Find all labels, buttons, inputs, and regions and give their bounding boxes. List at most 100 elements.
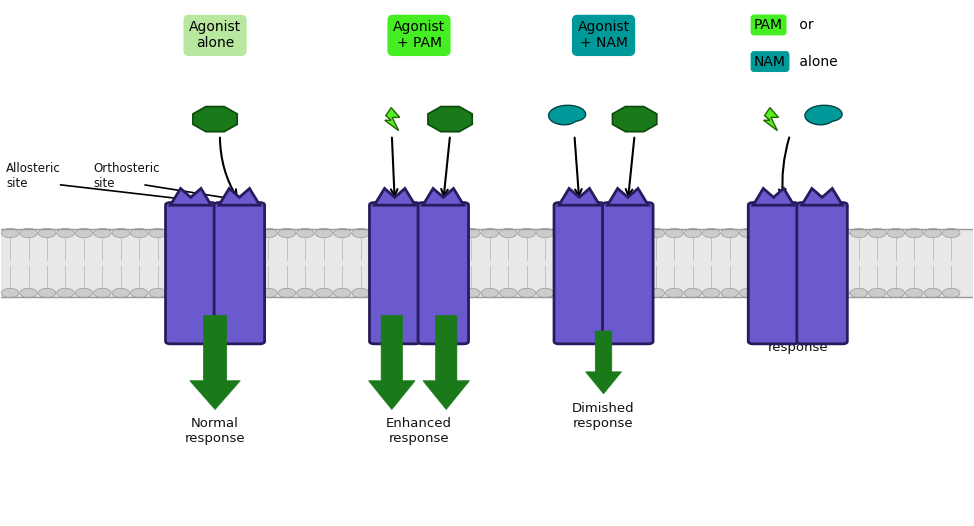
Circle shape	[444, 228, 462, 238]
Circle shape	[333, 288, 351, 298]
Circle shape	[758, 228, 775, 238]
Circle shape	[56, 228, 74, 238]
Polygon shape	[608, 188, 649, 205]
Circle shape	[242, 288, 259, 298]
Circle shape	[242, 228, 259, 238]
Circle shape	[906, 288, 923, 298]
Polygon shape	[385, 108, 399, 130]
Circle shape	[112, 228, 130, 238]
Text: or: or	[795, 18, 813, 32]
Circle shape	[850, 288, 868, 298]
Circle shape	[887, 228, 905, 238]
Circle shape	[1, 288, 19, 298]
Circle shape	[481, 288, 499, 298]
Text: Orthosteric
site: Orthosteric site	[94, 162, 160, 190]
Polygon shape	[559, 188, 600, 205]
Circle shape	[887, 288, 905, 298]
FancyBboxPatch shape	[797, 203, 847, 344]
Circle shape	[850, 228, 868, 238]
Circle shape	[38, 228, 56, 238]
Polygon shape	[802, 188, 843, 205]
Text: NAM: NAM	[754, 55, 786, 68]
Circle shape	[186, 228, 204, 238]
Circle shape	[684, 228, 701, 238]
Circle shape	[648, 228, 664, 238]
Circle shape	[500, 288, 517, 298]
Polygon shape	[548, 105, 585, 125]
Circle shape	[38, 288, 56, 298]
Circle shape	[444, 288, 462, 298]
Text: Agonist
+ NAM: Agonist + NAM	[578, 21, 629, 50]
Polygon shape	[170, 188, 211, 205]
Circle shape	[370, 288, 388, 298]
Polygon shape	[764, 108, 778, 130]
Circle shape	[1, 228, 19, 238]
Circle shape	[19, 228, 37, 238]
Circle shape	[316, 228, 332, 238]
Circle shape	[943, 288, 960, 298]
Circle shape	[924, 228, 942, 238]
Text: Agonist
alone: Agonist alone	[189, 21, 242, 50]
Circle shape	[924, 288, 942, 298]
Circle shape	[906, 228, 923, 238]
Circle shape	[813, 288, 831, 298]
Circle shape	[665, 288, 683, 298]
FancyBboxPatch shape	[748, 203, 799, 344]
Circle shape	[149, 228, 167, 238]
Text: Normal
response: Normal response	[185, 417, 245, 446]
Bar	[1, 229, 973, 297]
Circle shape	[702, 228, 720, 238]
Circle shape	[426, 228, 443, 238]
Text: Allosteric
site: Allosteric site	[6, 162, 61, 190]
Circle shape	[56, 288, 74, 298]
Polygon shape	[428, 107, 472, 132]
Circle shape	[205, 288, 222, 298]
Circle shape	[149, 288, 167, 298]
Circle shape	[611, 228, 628, 238]
Circle shape	[370, 228, 388, 238]
Circle shape	[389, 228, 406, 238]
Text: Dimished
response: Dimished response	[573, 402, 635, 430]
Circle shape	[721, 288, 738, 298]
Circle shape	[75, 288, 93, 298]
FancyBboxPatch shape	[554, 203, 605, 344]
Circle shape	[555, 228, 573, 238]
Circle shape	[463, 228, 480, 238]
Text: Agonist
+ PAM: Agonist + PAM	[393, 21, 445, 50]
Circle shape	[75, 228, 93, 238]
Circle shape	[574, 228, 591, 238]
Circle shape	[297, 228, 315, 238]
Circle shape	[776, 228, 794, 238]
Circle shape	[813, 228, 831, 238]
Circle shape	[407, 288, 425, 298]
Polygon shape	[805, 105, 843, 125]
Circle shape	[500, 228, 517, 238]
Circle shape	[297, 288, 315, 298]
FancyBboxPatch shape	[214, 203, 265, 344]
Text: Enhanced
response: Enhanced response	[386, 417, 452, 446]
Circle shape	[518, 288, 536, 298]
Polygon shape	[219, 188, 260, 205]
Circle shape	[426, 288, 443, 298]
Circle shape	[592, 228, 610, 238]
Circle shape	[555, 288, 573, 298]
Circle shape	[279, 228, 296, 238]
Polygon shape	[423, 315, 469, 410]
Circle shape	[316, 288, 332, 298]
Circle shape	[629, 288, 647, 298]
Circle shape	[832, 228, 849, 238]
FancyBboxPatch shape	[418, 203, 468, 344]
Circle shape	[333, 228, 351, 238]
Circle shape	[795, 228, 812, 238]
Circle shape	[352, 228, 369, 238]
Circle shape	[389, 288, 406, 298]
Circle shape	[795, 288, 812, 298]
Circle shape	[186, 288, 204, 298]
Circle shape	[648, 288, 664, 298]
Circle shape	[702, 288, 720, 298]
Circle shape	[629, 228, 647, 238]
FancyBboxPatch shape	[166, 203, 216, 344]
Text: alone: alone	[795, 55, 838, 68]
Circle shape	[223, 288, 241, 298]
Text: PAM: PAM	[754, 18, 783, 32]
